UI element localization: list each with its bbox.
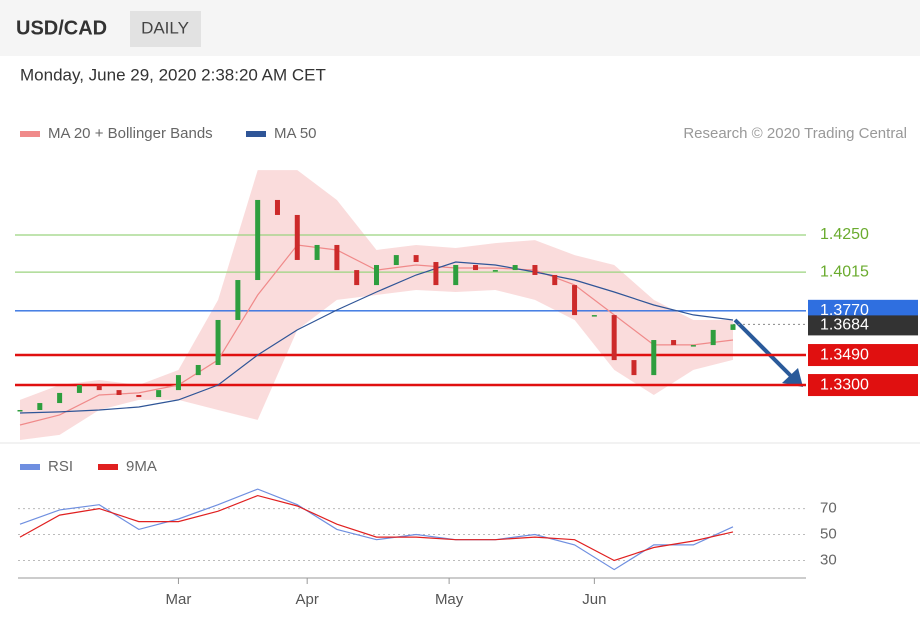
x-tick-label: Apr — [296, 591, 319, 608]
candle — [314, 244, 320, 260]
candle — [156, 390, 162, 398]
level-label: 1.3490 — [820, 346, 869, 363]
candle — [17, 409, 23, 412]
candle — [274, 199, 280, 215]
level-label: 1.3770 — [820, 302, 869, 319]
candle — [611, 315, 617, 361]
level-label: 1.3300 — [820, 376, 869, 393]
candle — [512, 265, 518, 271]
candle — [57, 392, 63, 404]
credit: Research © 2020 Trading Central — [683, 125, 907, 142]
candle — [473, 265, 479, 271]
candle — [651, 340, 657, 376]
candle — [433, 262, 439, 286]
x-tick-label: Jun — [582, 591, 606, 608]
candle — [136, 394, 142, 398]
legend-label: MA 20 + Bollinger Bands — [48, 125, 213, 142]
timestamp: Monday, June 29, 2020 2:38:20 AM CET — [20, 65, 326, 84]
level-box — [808, 344, 918, 367]
period: DAILY — [141, 18, 189, 37]
legend-label: MA 50 — [274, 125, 317, 142]
candle — [710, 329, 716, 346]
symbol: USD/CAD — [16, 17, 107, 39]
last-price-label: 1.3684 — [820, 317, 869, 334]
forecast-arrow-head — [782, 368, 803, 387]
level-box — [808, 374, 918, 397]
candle — [195, 364, 201, 376]
legend-label: RSI — [48, 458, 73, 475]
y-tick-label: 30 — [820, 551, 837, 568]
indicator-line — [19, 488, 734, 571]
candle — [671, 340, 677, 346]
last-price-box — [808, 315, 918, 336]
candle — [374, 265, 379, 286]
legend-swatch — [20, 464, 40, 470]
candle — [532, 265, 538, 275]
candle — [730, 324, 736, 330]
candle — [294, 214, 300, 260]
candle — [354, 270, 360, 286]
y-tick-label: 70 — [820, 500, 837, 517]
level-label: 1.4015 — [820, 263, 869, 280]
ma-line — [19, 261, 734, 414]
candle — [552, 274, 558, 286]
x-tick-label: May — [435, 591, 464, 608]
period-box — [130, 11, 201, 47]
legend-swatch — [20, 131, 40, 137]
candle — [116, 390, 122, 395]
y-tick-label: 50 — [820, 526, 837, 543]
candle — [175, 375, 181, 391]
indicator-line — [19, 494, 734, 562]
x-tick-label: Mar — [166, 591, 192, 608]
candle — [591, 315, 597, 317]
candle — [393, 255, 399, 266]
candle — [631, 360, 637, 376]
candle — [76, 385, 82, 393]
candle — [492, 270, 498, 272]
forecast-arrow — [733, 318, 797, 382]
bollinger-band — [20, 170, 733, 440]
legend-swatch — [98, 464, 118, 470]
candle — [215, 319, 221, 365]
candle — [255, 199, 261, 281]
candle — [413, 255, 419, 263]
candle — [334, 244, 340, 271]
candle — [690, 345, 696, 347]
legend-label: 9MA — [126, 458, 157, 475]
candle — [96, 385, 102, 391]
candle — [572, 285, 578, 316]
level-label: 1.4250 — [820, 226, 869, 243]
candle — [37, 403, 43, 410]
candle — [235, 280, 241, 320]
legend-swatch — [246, 131, 266, 137]
candle — [453, 265, 459, 286]
